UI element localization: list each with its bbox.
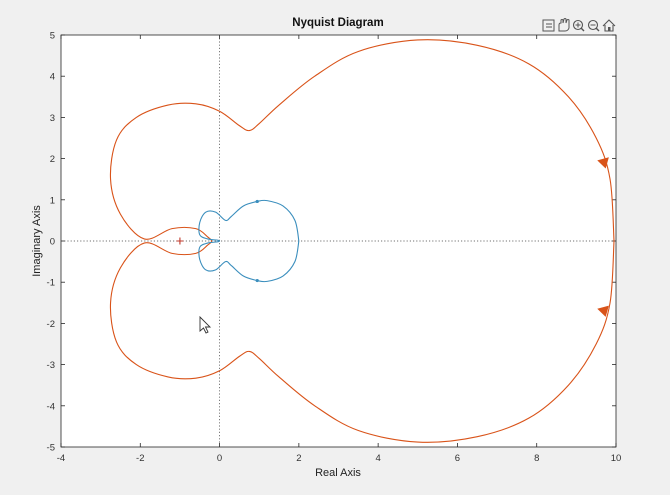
x-axis-label: Real Axis <box>315 467 361 479</box>
x-tick-label: 0 <box>217 453 222 464</box>
y-tick-label: 0 <box>50 237 55 248</box>
direction-arrow <box>597 157 609 169</box>
x-tick-label: -2 <box>136 453 144 464</box>
mouse-cursor-icon <box>199 315 212 334</box>
plot-area[interactable] <box>60 34 617 448</box>
y-tick-label: 5 <box>50 31 55 42</box>
x-tick-label: 10 <box>611 453 622 464</box>
chart-title: Nyquist Diagram <box>292 17 383 29</box>
x-tick-label: -4 <box>57 453 65 464</box>
figure-toolbar <box>542 18 616 32</box>
x-tick-label: 6 <box>455 453 460 464</box>
critical-point-marker <box>176 237 184 245</box>
y-tick-label: 4 <box>50 72 55 83</box>
y-tick-label: 3 <box>50 113 55 124</box>
nyquist-curve-orange <box>109 39 615 443</box>
y-tick-label: -4 <box>47 401 55 412</box>
zoom-out-icon[interactable] <box>587 19 600 32</box>
pan-hand-icon[interactable] <box>558 18 570 32</box>
x-tick-label: 2 <box>296 453 301 464</box>
zoom-in-icon[interactable] <box>572 19 585 32</box>
y-tick-label: 2 <box>50 154 55 165</box>
x-tick-label: 4 <box>375 453 380 464</box>
y-tick-label: -3 <box>47 360 55 371</box>
y-axis-label: Imaginary Axis <box>31 205 43 277</box>
nyquist-curve-blue <box>198 199 300 283</box>
y-tick-label: -2 <box>47 319 55 330</box>
y-tick-label: -1 <box>47 278 55 289</box>
y-tick-label: 1 <box>50 195 55 206</box>
curve-point-marker <box>255 199 259 204</box>
direction-arrow <box>597 305 609 317</box>
curve-point-marker <box>255 278 259 283</box>
x-tick-label: 8 <box>534 453 539 464</box>
data-tips-icon[interactable] <box>542 19 555 32</box>
home-icon[interactable] <box>602 19 616 32</box>
nyquist-curves <box>109 39 615 443</box>
y-tick-label: -5 <box>47 443 55 454</box>
